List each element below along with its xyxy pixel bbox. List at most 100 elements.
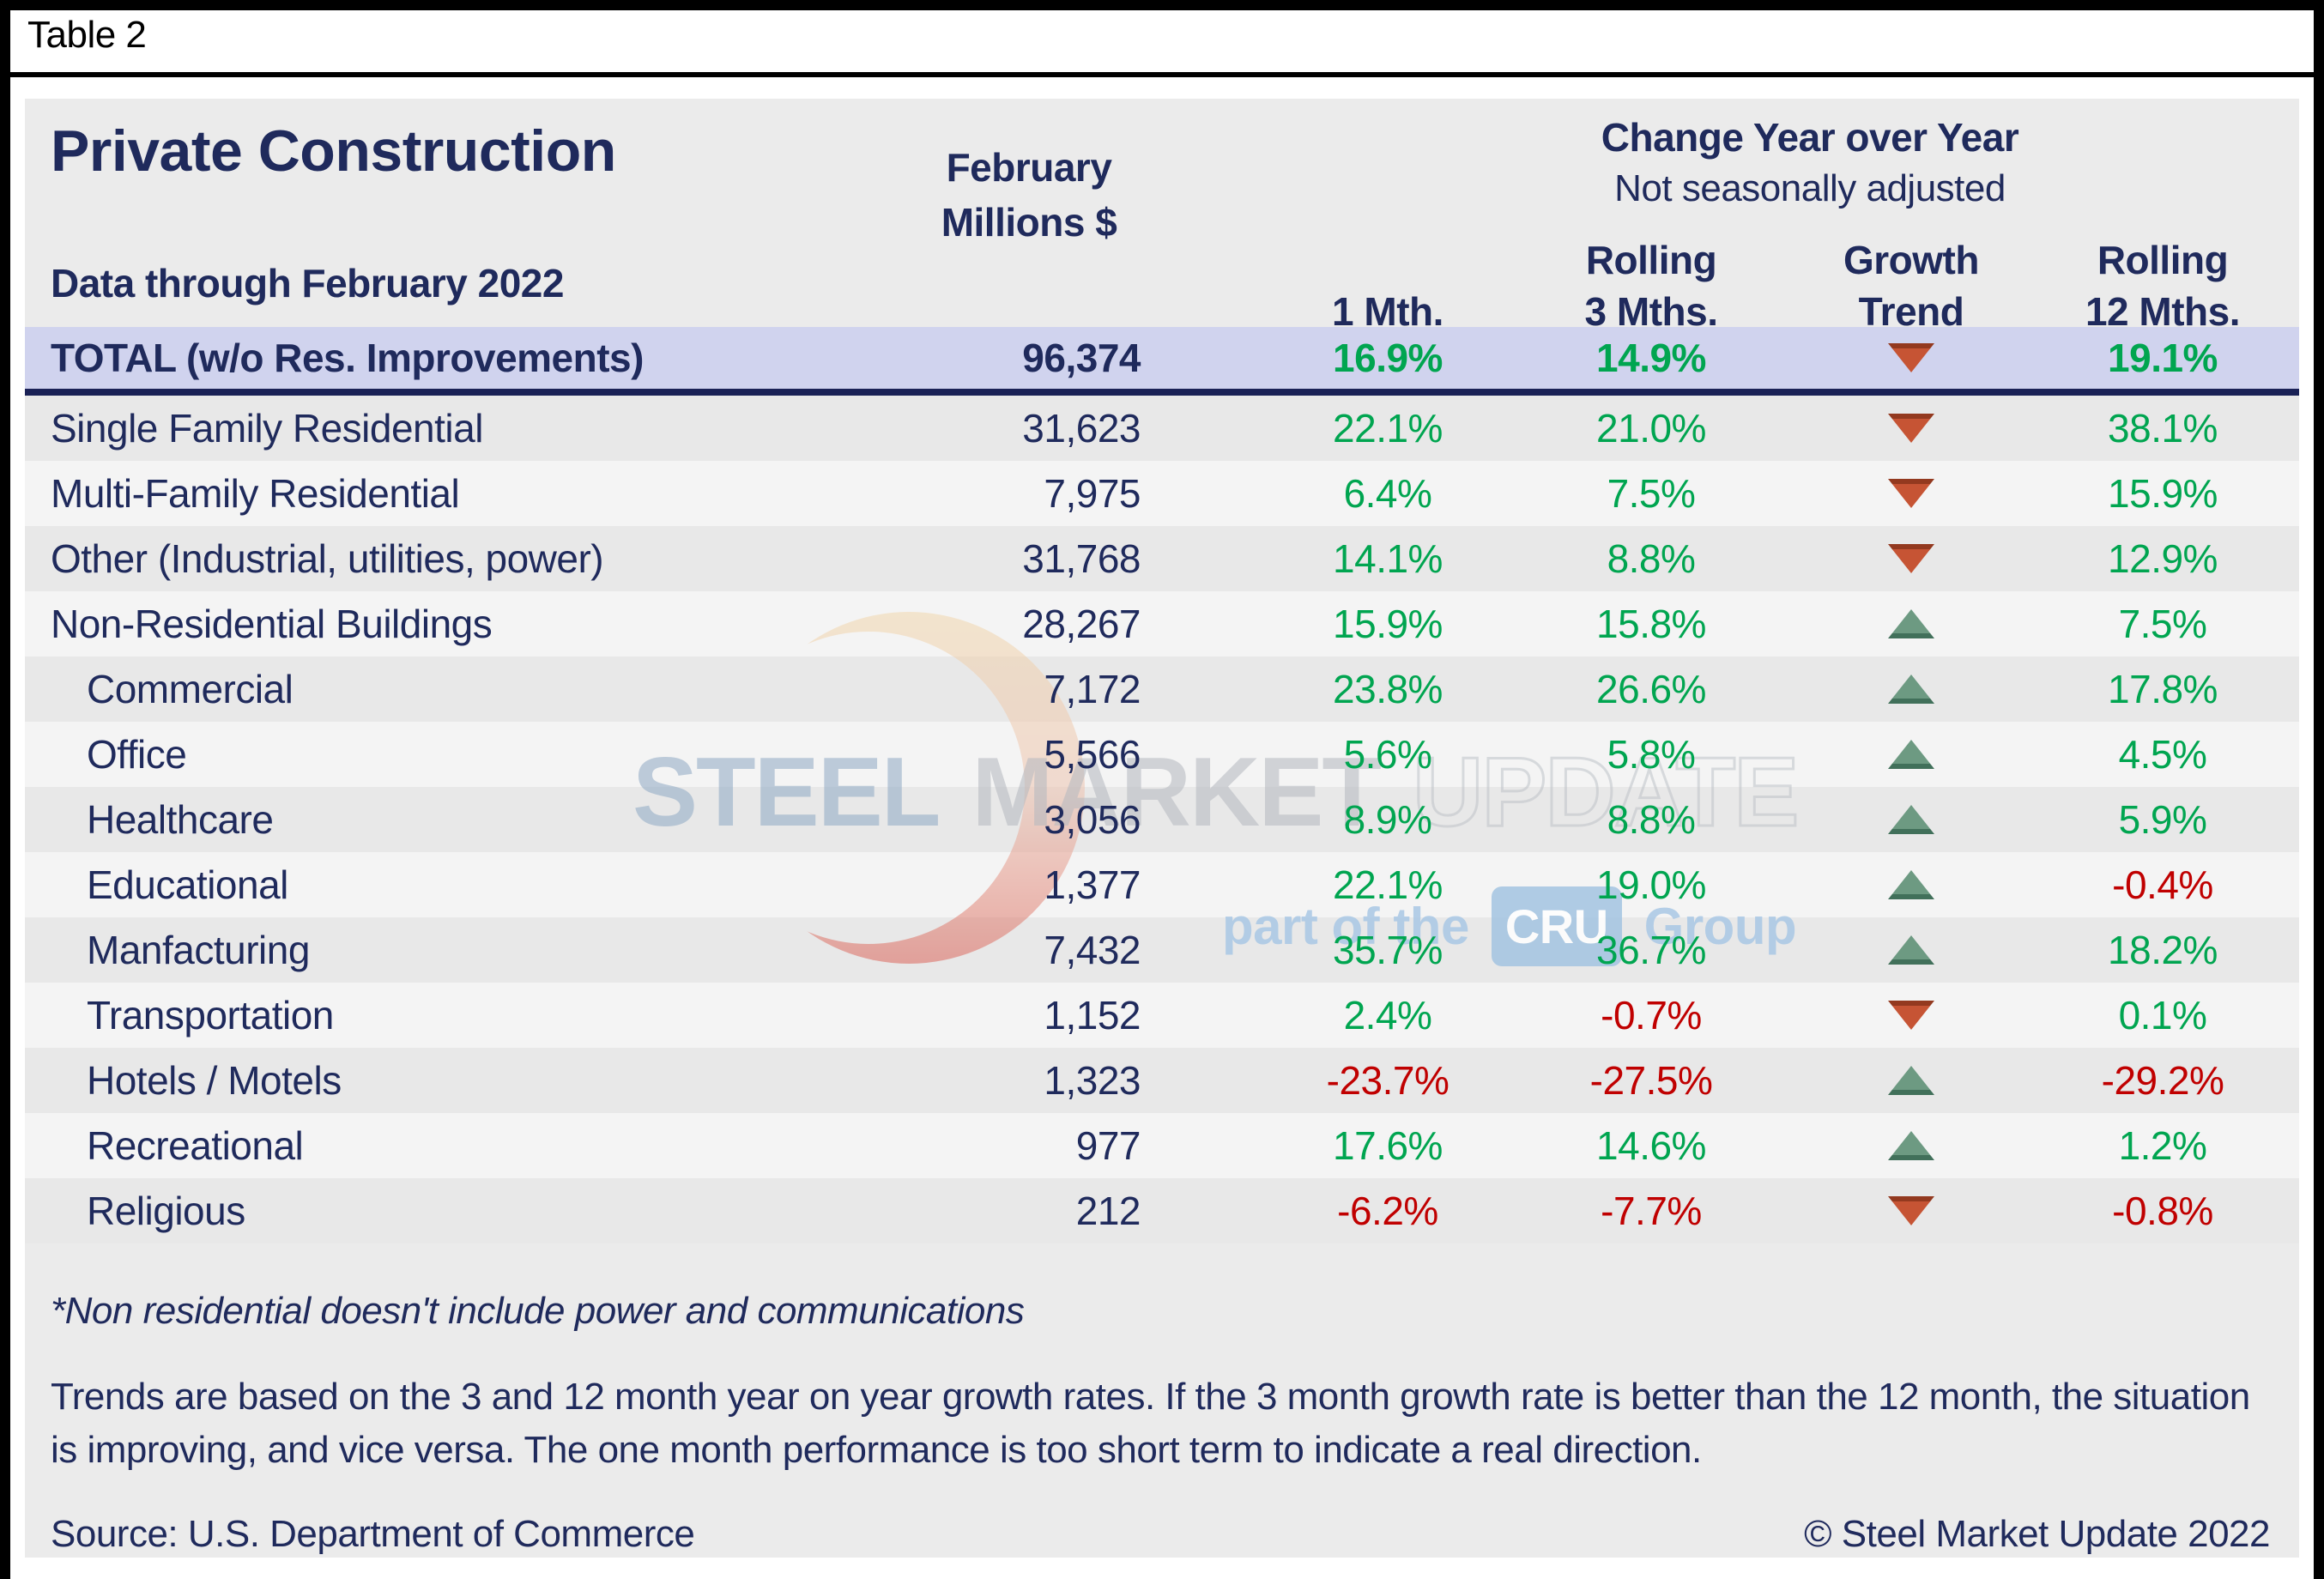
row-rolling-12-mths-value: 7.5%: [2118, 602, 2207, 646]
table-row: Multi-Family Residential 7,975 6.4% 7.5%…: [25, 461, 2299, 526]
row-rolling-12-mths-value: 19.1%: [2108, 336, 2218, 380]
table-row: Educational 1,377 22.1% 19.0% -0.4%: [25, 852, 2299, 917]
column-header-february-millions: February Millions $: [941, 145, 1117, 245]
row-1-mth-value: 17.6%: [1333, 1123, 1443, 1168]
column-header-growth-trend: Growth Trend: [1843, 238, 1979, 334]
row-growth-trend-cell: [1782, 656, 2040, 704]
row-rolling-3-mths-value: 14.6%: [1596, 1123, 1706, 1168]
row-category-label: Commercial: [87, 667, 294, 711]
row-rolling-12-mths-value: 5.9%: [2118, 797, 2207, 842]
trend-up-arrow-icon: [1888, 1066, 1934, 1095]
row-rolling-12-mths-value: -29.2%: [2101, 1058, 2224, 1103]
row-rolling-3-mths-value: 8.8%: [1607, 536, 1696, 581]
row-1-mth-value: 8.9%: [1343, 797, 1432, 842]
table-row: Hotels / Motels 1,323 -23.7% -27.5% -29.…: [25, 1048, 2299, 1113]
row-february-millions-value: 977: [1075, 1123, 1141, 1168]
row-growth-trend-cell: [1782, 787, 2040, 834]
trend-up-arrow-icon: [1888, 609, 1934, 638]
row-growth-trend-cell: [1782, 1113, 2040, 1160]
row-category-label: TOTAL (w/o Res. Improvements): [51, 336, 644, 380]
row-category-label: Educational: [87, 862, 288, 907]
table-row: Religious 212 -6.2% -7.7% -0.8%: [25, 1178, 2299, 1243]
row-rolling-12-mths-value: 15.9%: [2108, 471, 2218, 516]
row-rolling-3-mths-value: 36.7%: [1596, 928, 1706, 972]
row-1-mth-value: 14.1%: [1333, 536, 1443, 581]
row-rolling-3-mths-value: -27.5%: [1589, 1058, 1713, 1103]
trend-up-arrow-icon: [1888, 1131, 1934, 1160]
trend-down-arrow-icon: [1888, 1196, 1934, 1225]
row-category-label: Office: [87, 732, 187, 777]
table-row: Manfacturing 7,432 35.7% 36.7% 18.2%: [25, 917, 2299, 983]
table-row: TOTAL (w/o Res. Improvements) 96,374 16.…: [25, 327, 2299, 396]
change-yoy-group-header: Change Year over Year Not seasonally adj…: [1398, 114, 2222, 210]
row-category-label: Healthcare: [87, 797, 274, 842]
row-growth-trend-cell: [1782, 1178, 2040, 1225]
row-rolling-12-mths-value: 18.2%: [2108, 928, 2218, 972]
row-rolling-3-mths-value: 26.6%: [1596, 667, 1706, 711]
row-rolling-3-mths-value: -0.7%: [1601, 993, 1702, 1038]
private-construction-table-panel: STEEL MARKET UPDATE part of the CRU Grou…: [22, 96, 2302, 1560]
trend-up-arrow-icon: [1888, 870, 1934, 899]
row-february-millions-value: 28,267: [1022, 602, 1141, 646]
table-row: Commercial 7,172 23.8% 26.6% 17.8%: [25, 656, 2299, 722]
table-row: Non-Residential Buildings 28,267 15.9% 1…: [25, 591, 2299, 656]
table-row: Recreational 977 17.6% 14.6% 1.2%: [25, 1113, 2299, 1178]
row-february-millions-value: 7,432: [1044, 928, 1141, 972]
row-rolling-12-mths-value: 4.5%: [2118, 732, 2207, 777]
row-growth-trend-cell: [1782, 852, 2040, 899]
row-growth-trend-cell: [1782, 461, 2040, 508]
row-rolling-3-mths-value: 8.8%: [1607, 797, 1696, 842]
row-1-mth-value: 15.9%: [1333, 602, 1443, 646]
trend-down-arrow-icon: [1888, 414, 1934, 443]
row-growth-trend-cell: [1782, 396, 2040, 443]
copyright-notice: © Steel Market Update 2022: [1804, 1513, 2270, 1555]
trend-down-arrow-icon: [1888, 1001, 1934, 1030]
row-february-millions-value: 5,566: [1044, 732, 1141, 777]
row-growth-trend-cell: [1782, 1048, 2040, 1095]
trends-explanation: Trends are based on the 3 and 12 month y…: [51, 1376, 2250, 1471]
row-rolling-12-mths-value: 0.1%: [2118, 993, 2207, 1038]
table-row: Office 5,566 5.6% 5.8% 4.5%: [25, 722, 2299, 787]
row-february-millions-value: 7,172: [1044, 667, 1141, 711]
column-header-rolling-12-mths: Rolling 12 Mths.: [2085, 238, 2241, 334]
change-yoy-title: Change Year over Year: [1601, 115, 2019, 160]
row-growth-trend-cell: [1782, 327, 2040, 372]
row-category-label: Single Family Residential: [51, 406, 483, 451]
row-growth-trend-cell: [1782, 722, 2040, 769]
table-row: Single Family Residential 31,623 22.1% 2…: [25, 396, 2299, 461]
row-1-mth-value: 6.4%: [1343, 471, 1432, 516]
trend-down-arrow-icon: [1888, 544, 1934, 573]
row-rolling-12-mths-value: 38.1%: [2108, 406, 2218, 451]
row-rolling-12-mths-value: 12.9%: [2108, 536, 2218, 581]
header-divider: [10, 72, 2314, 77]
source-attribution: Source: U.S. Department of Commerce: [51, 1513, 695, 1555]
row-february-millions-value: 31,768: [1022, 536, 1141, 581]
table-body: TOTAL (w/o Res. Improvements) 96,374 16.…: [25, 327, 2299, 1243]
row-rolling-3-mths-value: 14.9%: [1596, 336, 1706, 380]
row-growth-trend-cell: [1782, 917, 2040, 965]
row-rolling-3-mths-value: -7.7%: [1601, 1189, 1702, 1233]
table-row: Other (Industrial, utilities, power) 31,…: [25, 526, 2299, 591]
page-title: Private Construction: [51, 118, 616, 184]
row-category-label: Hotels / Motels: [87, 1058, 342, 1103]
row-rolling-12-mths-value: 17.8%: [2108, 667, 2218, 711]
row-category-label: Multi-Family Residential: [51, 471, 460, 516]
row-1-mth-value: 22.1%: [1333, 862, 1443, 907]
column-header-rolling-3-mths: Rolling 3 Mths.: [1584, 238, 1718, 334]
row-growth-trend-cell: [1782, 591, 2040, 638]
trend-up-arrow-icon: [1888, 805, 1934, 834]
row-rolling-3-mths-value: 5.8%: [1607, 732, 1696, 777]
row-category-label: Religious: [87, 1189, 245, 1233]
row-1-mth-value: 5.6%: [1343, 732, 1432, 777]
trend-up-arrow-icon: [1888, 935, 1934, 965]
row-february-millions-value: 3,056: [1044, 797, 1141, 842]
row-category-label: Other (Industrial, utilities, power): [51, 536, 604, 581]
row-growth-trend-cell: [1782, 983, 2040, 1030]
row-category-label: Transportation: [87, 993, 334, 1038]
non-residential-footnote: *Non residential doesn't include power a…: [51, 1290, 1025, 1332]
row-growth-trend-cell: [1782, 526, 2040, 573]
row-1-mth-value: -23.7%: [1326, 1058, 1449, 1103]
row-category-label: Non-Residential Buildings: [51, 602, 493, 646]
row-february-millions-value: 1,323: [1044, 1058, 1141, 1103]
table-row: Transportation 1,152 2.4% -0.7% 0.1%: [25, 983, 2299, 1048]
